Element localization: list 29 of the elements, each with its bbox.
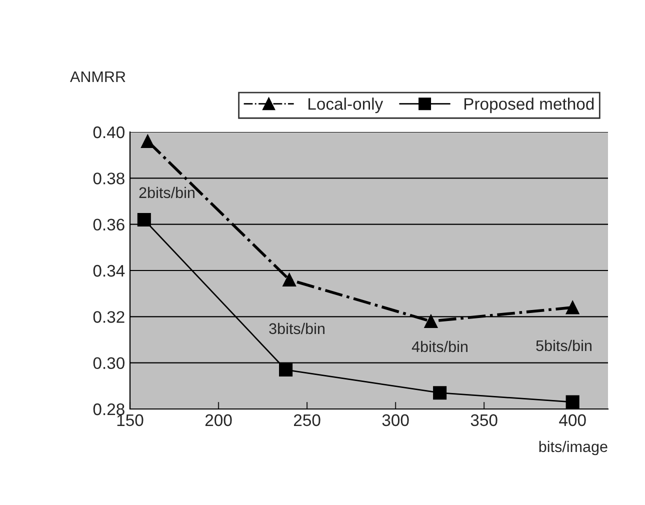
point [566, 300, 580, 314]
legend-label: Local-only [308, 98, 384, 114]
y-tick-label: 0.38 [93, 172, 124, 184]
y-tick-label: 0.30 [93, 357, 124, 370]
x-tick-label: 250 [294, 414, 320, 426]
point [282, 272, 296, 287]
x-axis-title: bits/image [539, 440, 608, 456]
annotation: 4bits/bin [412, 340, 468, 352]
y-tick-label: 0.34 [93, 264, 125, 277]
x-tick-label: 200 [205, 414, 232, 426]
y-axis-title: ANMRR [70, 71, 126, 82]
y-tick-label: 0.36 [93, 218, 124, 231]
point [140, 134, 154, 148]
y-tick-label: 0.40 [93, 126, 124, 138]
y-tick-label: 0.32 [93, 311, 124, 323]
y-tick-label: 0.28 [93, 403, 124, 416]
x-tick-label: 350 [470, 414, 498, 426]
annotation: 5bits/bin [536, 340, 592, 352]
annotation: 3bits/bin [269, 322, 324, 334]
legend-label: Proposed method [464, 98, 594, 114]
point [566, 395, 580, 409]
x-tick-label: 150 [117, 414, 144, 426]
x-tick-label: 300 [382, 414, 409, 426]
x-tick-label: 400 [559, 414, 586, 426]
point [279, 362, 293, 377]
annotation: 2bits/bin [139, 186, 194, 198]
point [137, 212, 151, 226]
point [424, 314, 438, 328]
point [433, 386, 447, 400]
